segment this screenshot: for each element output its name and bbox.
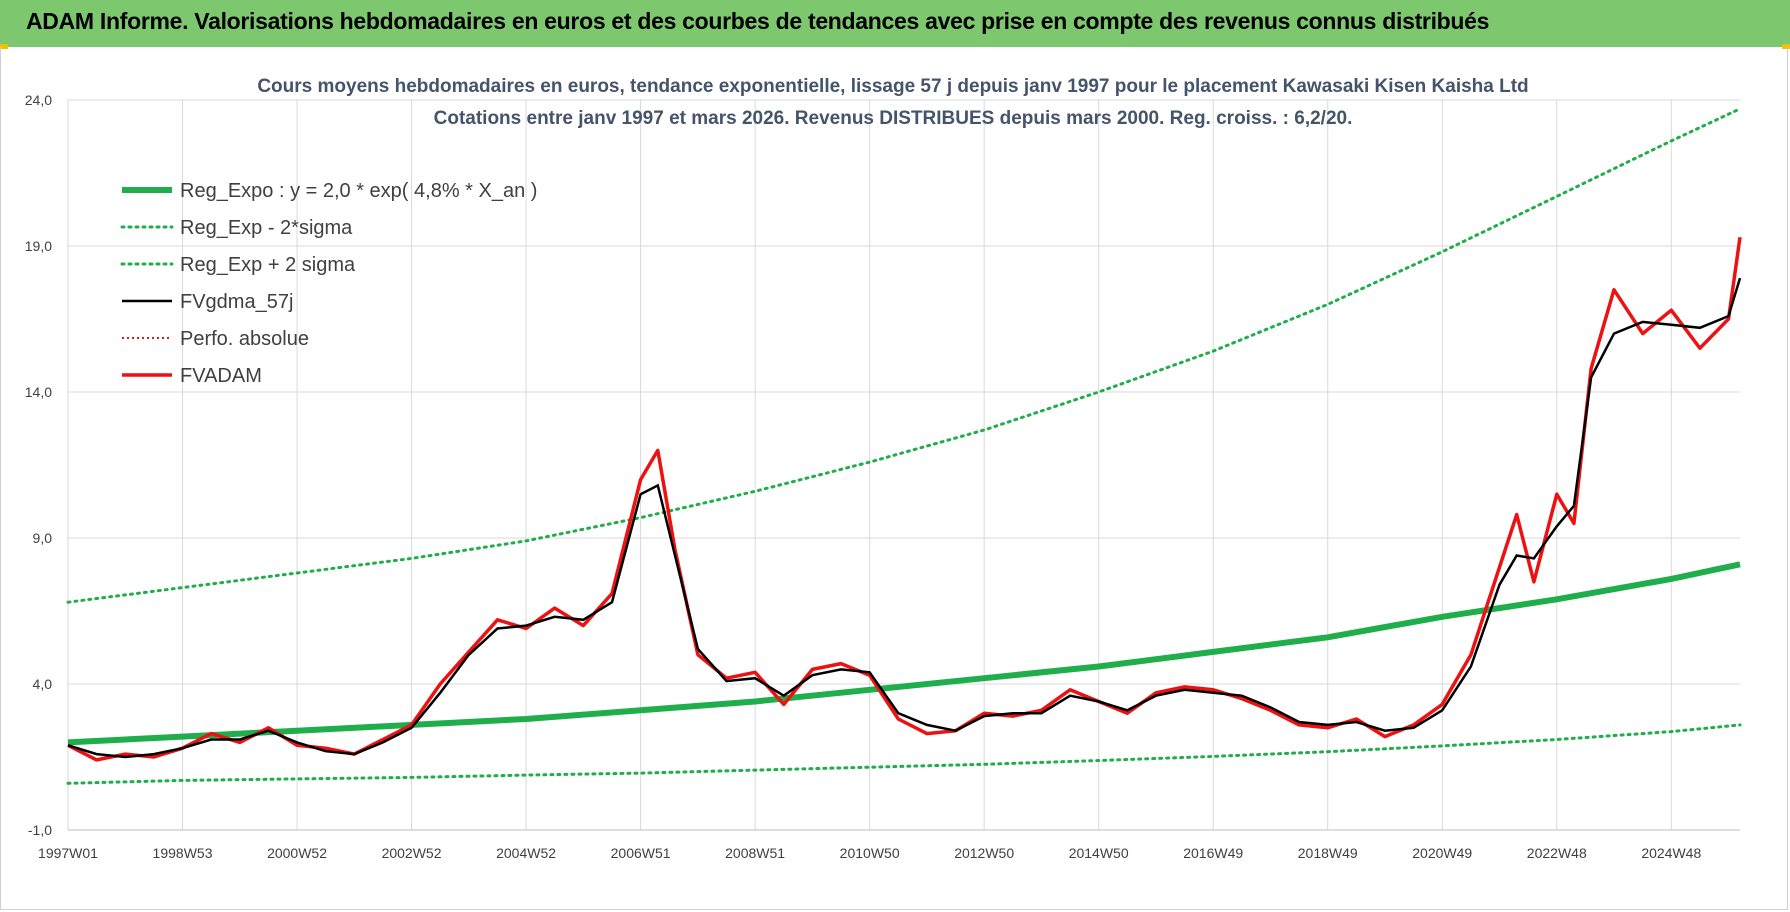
report-title: ADAM Informe. Valorisations hebdomadaire… bbox=[26, 8, 1490, 34]
corner-marker bbox=[1782, 44, 1790, 49]
x-tick-label: 2022W48 bbox=[1527, 845, 1587, 861]
legend-label: FVADAM bbox=[180, 365, 262, 387]
y-tick-label: 24,0 bbox=[25, 92, 52, 108]
legend-label: Reg_Exp + 2 sigma bbox=[180, 254, 356, 276]
trend-line bbox=[67, 561, 1741, 746]
x-tick-label: 1998W53 bbox=[153, 845, 213, 861]
series-lines bbox=[67, 236, 1742, 762]
x-tick-label: 2014W50 bbox=[1069, 845, 1129, 861]
chart-frame bbox=[0, 47, 1788, 910]
x-tick-label: 2016W49 bbox=[1183, 845, 1243, 861]
x-tick-label: 2024W48 bbox=[1641, 845, 1701, 861]
chart-title-line1: Cours moyens hebdomadaires en euros, ten… bbox=[257, 76, 1528, 97]
x-axis: 1997W01 1998W53 2000W52 2002W52 2004W52 2006W… bbox=[38, 845, 1701, 861]
y-tick-label: 14,0 bbox=[25, 384, 52, 400]
x-tick-label: 2020W49 bbox=[1412, 845, 1472, 861]
grid bbox=[67, 99, 1740, 831]
fvadam-line bbox=[67, 236, 1742, 762]
x-tick-label: 2000W52 bbox=[267, 845, 327, 861]
x-tick-label: 1997W01 bbox=[38, 845, 98, 861]
lower-band-line bbox=[66, 723, 1742, 785]
report-banner: ADAM Informe. Valorisations hebdomadaire… bbox=[0, 0, 1790, 47]
x-tick-label: 2018W49 bbox=[1298, 845, 1358, 861]
y-tick-label: 9,0 bbox=[33, 530, 53, 546]
x-tick-label: 2006W51 bbox=[611, 845, 671, 861]
upper-band-line bbox=[66, 107, 1742, 604]
y-tick-label: 4,0 bbox=[33, 676, 53, 692]
y-axis: 24,0 19,0 14,0 9,0 4,0 -1,0 bbox=[25, 92, 52, 838]
y-tick-label: 19,0 bbox=[25, 238, 52, 254]
smoothed-line bbox=[67, 277, 1742, 759]
legend-label: FVgdma_57j bbox=[180, 291, 293, 313]
legend-label: Reg_Exp - 2*sigma bbox=[180, 217, 353, 239]
legend: Reg_Expo : y = 2,0 * exp( 4,8% * X_an ) R… bbox=[120, 180, 537, 387]
x-tick-label: 2012W50 bbox=[954, 845, 1014, 861]
x-tick-label: 2010W50 bbox=[840, 845, 900, 861]
legend-label: Reg_Expo : y = 2,0 * exp( 4,8% * X_an ) bbox=[180, 180, 537, 202]
x-tick-label: 2008W51 bbox=[725, 845, 785, 861]
chart-title-line2: Cotations entre janv 1997 et mars 2026. … bbox=[434, 108, 1353, 129]
legend-label: Perfo. absolue bbox=[180, 328, 309, 350]
x-tick-label: 2004W52 bbox=[496, 845, 556, 861]
corner-marker bbox=[0, 44, 8, 49]
y-tick-label: -1,0 bbox=[28, 822, 52, 838]
band-lines bbox=[66, 107, 1742, 785]
x-tick-label: 2002W52 bbox=[382, 845, 442, 861]
